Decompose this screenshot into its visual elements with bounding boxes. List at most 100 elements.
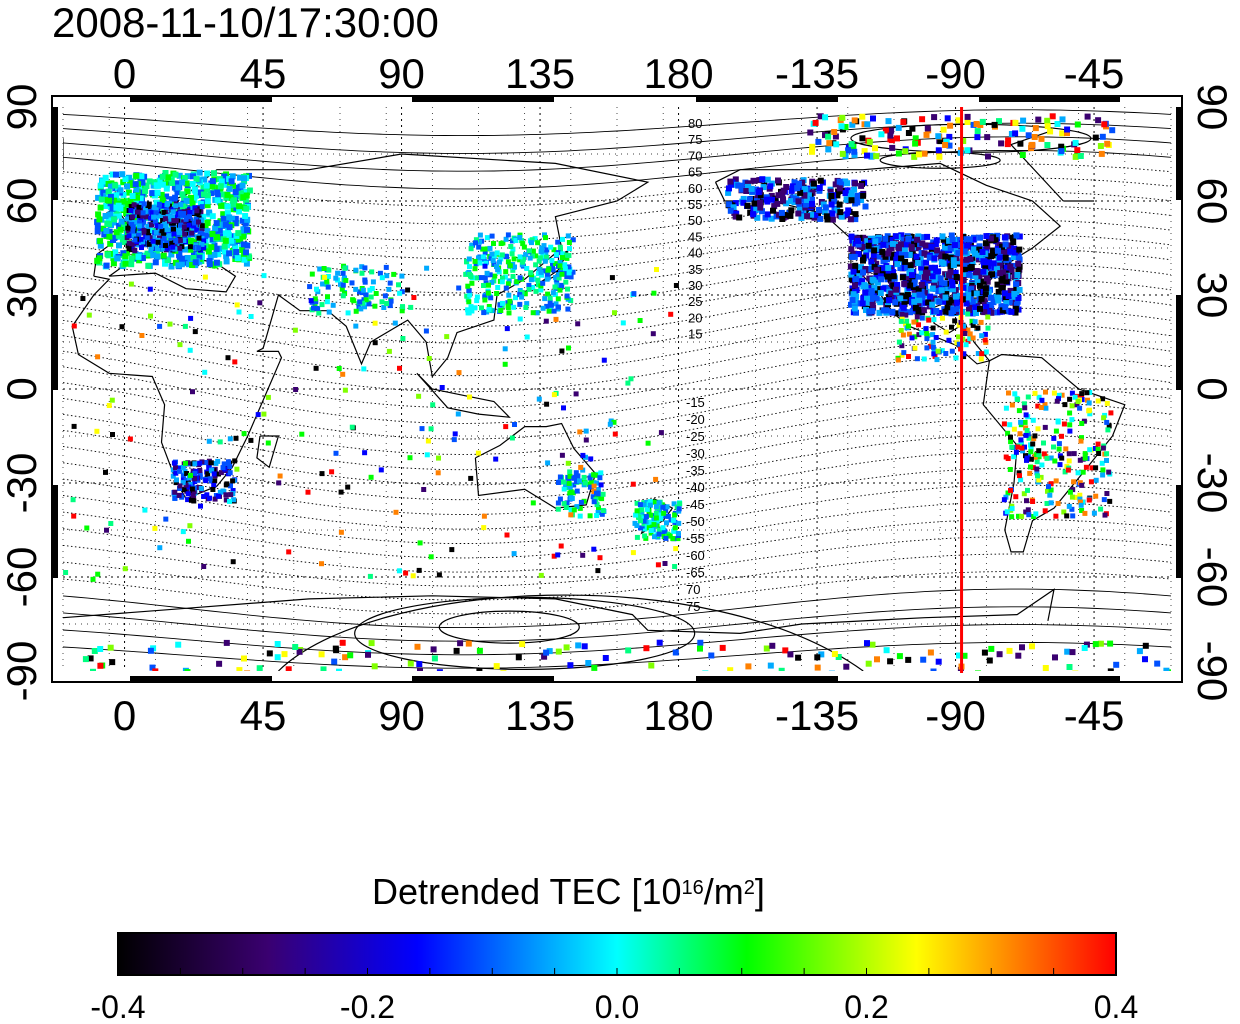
tec-point [782,647,789,654]
tec-point [547,305,553,311]
tec-point [642,533,648,539]
tec-point [566,264,572,270]
tec-point [176,465,182,471]
tec-point [912,140,919,147]
tec-point [1067,410,1073,416]
tec-point [511,551,517,557]
tec-point [564,293,570,299]
tec-point [214,197,221,204]
tec-point [233,435,239,441]
tec-point [465,640,472,647]
tec-point [868,153,875,160]
tec-point [670,517,676,523]
tec-point [1009,234,1016,241]
tec-point [952,246,959,253]
tec-point [1026,435,1032,441]
tec-point [175,184,182,191]
tec-point [676,520,682,526]
tec-point [546,266,552,272]
tec-point [581,498,587,504]
tec-point [938,254,945,261]
tec-point [281,651,288,658]
tec-point [964,242,971,249]
tec-point [90,576,96,582]
tec-point [505,303,511,309]
tec-point [482,250,488,256]
tec-point [719,644,726,651]
tec-point [171,226,176,232]
top-lon-label: -45 [1064,50,1125,97]
tec-point [362,304,367,310]
tec-point [556,479,562,485]
tec-point [591,483,597,489]
tec-point [502,346,508,352]
tec-point [520,256,526,262]
tec-point [1095,117,1102,124]
tec-point [172,194,179,201]
tec-point [931,317,937,323]
tec-point [164,240,170,246]
tec-point [732,200,739,207]
tec-point [190,492,196,498]
tec-point [859,113,866,120]
tec-point [248,314,254,319]
tec-point [428,554,434,560]
tec-point [139,223,145,228]
tec-point [638,525,643,531]
tec-point [487,245,493,251]
tec-point [475,450,481,456]
tec-point [533,288,539,294]
tec-point [851,305,858,312]
tec-point [1011,426,1017,432]
tec-point [371,663,378,670]
tec-point [982,331,988,337]
tec-point [1069,494,1075,500]
tec-point [1021,491,1027,497]
tec-point [112,182,119,189]
tec-point [920,656,927,663]
frame-bar [130,96,272,102]
tec-point [868,258,875,265]
tec-point [174,189,181,196]
tec-point [178,210,184,216]
tec-point [140,239,146,245]
tec-point [880,241,887,248]
tec-point [488,295,494,301]
tec-point [564,500,570,506]
left-lat-label: -90 [0,641,45,702]
tec-point [1048,500,1054,506]
tec-point [966,236,973,243]
tec-point [228,483,233,489]
tec-point [243,249,249,256]
tec-point [481,525,487,531]
left-lat-label: -30 [0,453,45,514]
tec-point [1108,410,1114,416]
tec-point [831,129,838,135]
tec-point [388,298,394,304]
tec-point [634,500,640,506]
frame-bar [696,96,838,102]
tec-point [190,250,197,257]
tec-point [571,482,577,488]
tec-point [921,274,928,281]
axis-labels: 0045459090135135180180-135-135-90-90-45-… [0,50,1236,739]
tec-point [1007,287,1014,294]
tec-point [464,293,470,299]
tec-point [106,403,112,408]
tec-point [939,233,946,240]
tec-point [862,266,869,272]
tec-point [900,119,907,126]
tec-point [1102,512,1108,518]
tec-point [149,210,155,216]
tec-point [916,151,922,158]
tec-point [757,192,764,199]
tec-point [519,238,525,244]
tec-point [565,233,571,239]
tec-point [173,203,179,209]
tec-point [453,647,460,654]
tec-point [472,266,478,272]
tec-point [138,236,144,242]
tec-point [1092,641,1099,648]
tec-point [1066,503,1072,509]
tec-point [400,304,405,310]
